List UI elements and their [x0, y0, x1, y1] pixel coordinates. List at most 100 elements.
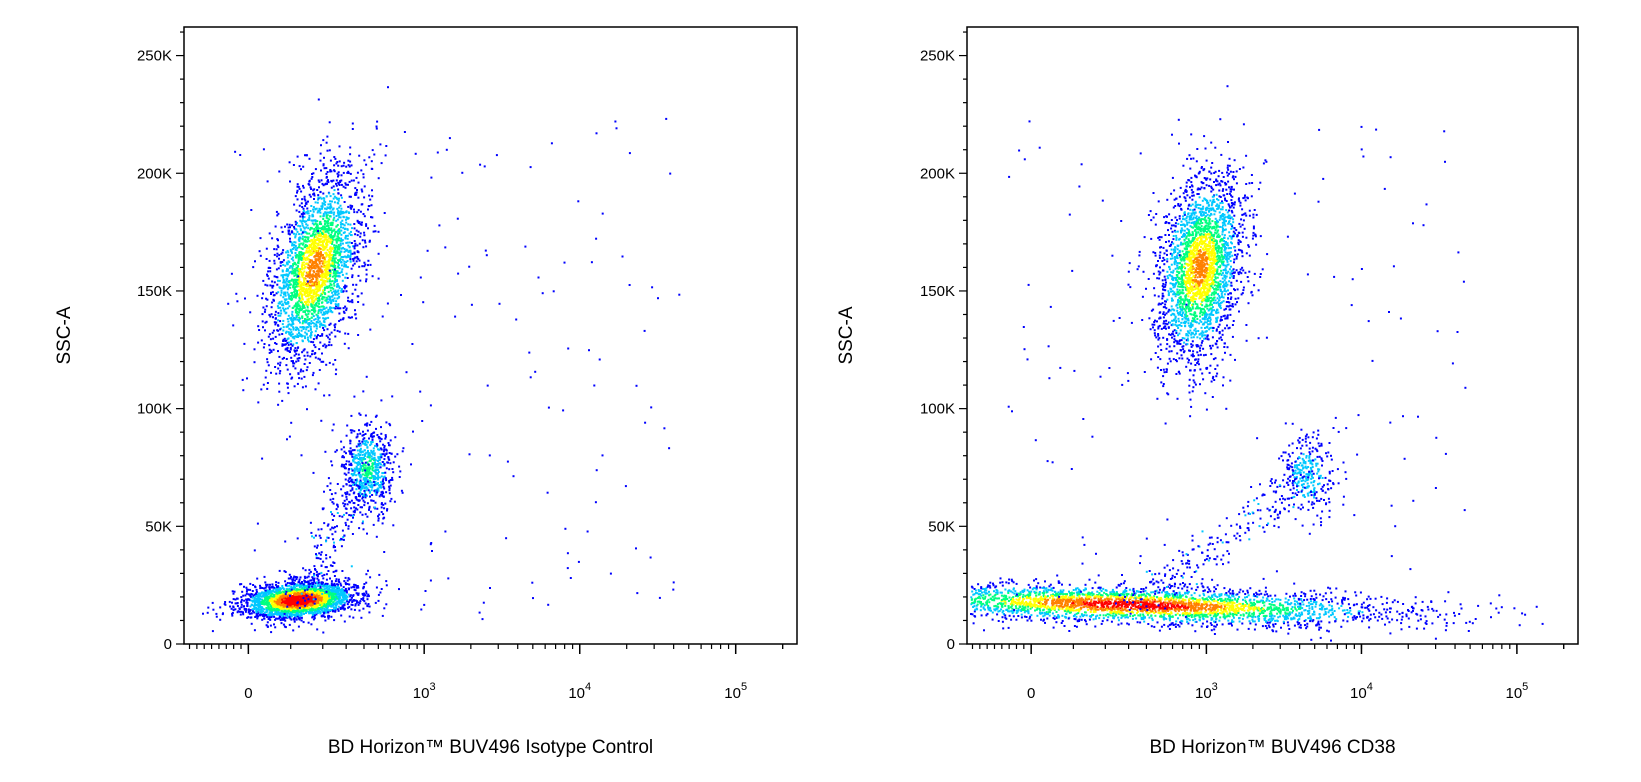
event-dot — [383, 487, 386, 490]
event-dot — [359, 464, 362, 467]
event-dot — [334, 610, 337, 613]
event-dot — [343, 342, 346, 345]
event-dot — [378, 484, 380, 487]
event-dot — [283, 591, 285, 594]
event-dot — [321, 334, 324, 337]
event-dot — [362, 494, 365, 497]
event-dot — [321, 602, 324, 605]
event-dot — [336, 602, 339, 605]
event-dot — [309, 254, 312, 256]
event-dot — [291, 320, 294, 323]
event-dot — [282, 307, 285, 310]
event-dot — [317, 310, 320, 313]
event-dot — [301, 215, 304, 218]
event-dot — [258, 598, 260, 601]
event-dot — [385, 449, 388, 452]
event-dot — [266, 273, 268, 276]
event-dot — [320, 265, 323, 268]
event-dot — [383, 212, 386, 214]
event-dot — [253, 611, 256, 614]
event-dot — [231, 612, 234, 615]
event-dot — [387, 456, 390, 459]
event-dot — [349, 463, 352, 466]
event-dot — [260, 603, 263, 606]
event-dot — [365, 474, 368, 477]
event-dot — [358, 265, 361, 268]
event-dot — [369, 479, 372, 482]
event-dot — [305, 262, 308, 265]
event-dot — [337, 244, 340, 246]
event-dot — [292, 263, 295, 266]
event-dot — [256, 617, 259, 620]
event-dot — [302, 349, 305, 352]
event-dot — [298, 617, 300, 620]
event-dot — [309, 609, 312, 612]
event-dot — [262, 601, 264, 604]
event-dot — [377, 460, 379, 462]
event-dot — [322, 163, 325, 166]
event-dot — [303, 195, 306, 198]
event-dot — [323, 585, 326, 588]
event-dot — [340, 592, 343, 595]
event-dot — [274, 598, 277, 601]
event-dot — [268, 617, 271, 620]
event-dot — [328, 333, 331, 336]
event-dot — [350, 431, 353, 434]
event-dot — [330, 604, 333, 607]
event-dot — [307, 603, 310, 605]
event-dot — [345, 473, 348, 476]
event-dot — [362, 599, 365, 601]
event-dot — [330, 460, 333, 463]
event-dot — [316, 316, 319, 319]
event-dot — [297, 593, 300, 596]
event-dot — [313, 572, 316, 575]
event-dot — [350, 603, 353, 606]
event-dot — [275, 343, 278, 345]
event-dot — [312, 302, 315, 305]
event-dot — [332, 255, 335, 258]
event-dot — [336, 211, 339, 214]
event-dot — [296, 613, 299, 616]
event-dot — [286, 608, 289, 610]
event-dot — [377, 482, 379, 485]
event-dot — [282, 326, 285, 329]
event-dot — [270, 349, 273, 352]
event-dot — [312, 601, 315, 604]
event-dot — [349, 195, 352, 198]
event-dot — [263, 310, 266, 313]
event-dot — [331, 565, 334, 567]
event-dot — [338, 287, 341, 289]
event-dot — [298, 590, 301, 593]
event-dot — [306, 224, 309, 227]
event-dot — [279, 370, 282, 372]
event-dot — [355, 445, 358, 448]
event-dot — [361, 203, 364, 206]
event-dot — [343, 224, 346, 227]
event-dot — [286, 382, 289, 385]
event-dot — [388, 452, 391, 454]
event-dot — [312, 588, 315, 591]
event-dot — [329, 224, 332, 226]
event-dot — [389, 424, 392, 427]
event-dot — [390, 452, 393, 455]
event-dot — [370, 442, 373, 445]
event-dot — [351, 455, 354, 458]
event-dot — [280, 607, 283, 610]
event-dot — [268, 351, 271, 354]
event-dot — [370, 465, 373, 468]
event-dot — [300, 616, 303, 619]
event-dot — [333, 619, 336, 622]
event-dot — [365, 424, 368, 427]
event-dot — [396, 453, 399, 456]
event-dot — [323, 289, 326, 291]
event-dot — [238, 610, 241, 613]
event-dot — [345, 591, 348, 594]
event-dot — [353, 471, 356, 473]
event-dot — [294, 591, 297, 594]
event-dot — [307, 582, 310, 585]
event-dot — [245, 599, 248, 602]
event-dot — [317, 597, 320, 600]
event-dot — [290, 615, 293, 618]
event-dot — [320, 615, 323, 618]
event-dot — [368, 452, 371, 455]
